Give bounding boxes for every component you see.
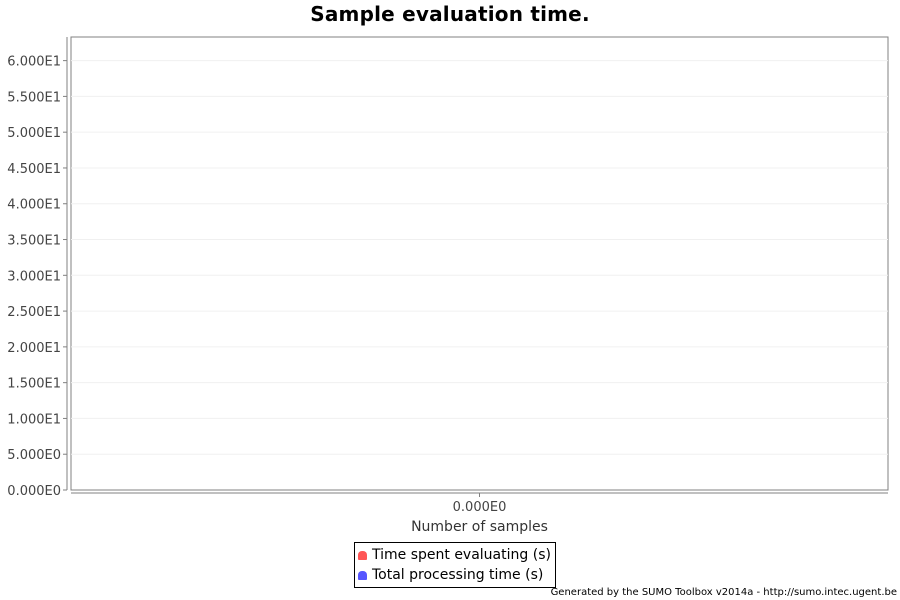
y-tick-label: 2.000E1: [7, 341, 61, 356]
y-tick-label: 1.000E1: [7, 412, 61, 427]
y-tick-label: 3.000E1: [7, 269, 61, 284]
legend-swatch-processing: [358, 570, 367, 580]
legend-item-processing: Total processing time (s): [358, 565, 551, 585]
x-ticks: 0.000E0: [453, 493, 507, 515]
y-tick-label: 5.000E1: [7, 126, 61, 141]
y-tick-label: 4.500E1: [7, 162, 61, 177]
y-ticks: 0.000E0 5.000E0 1.000E1 1.500E1 2.000E1 2.500…: [7, 55, 67, 499]
legend-label-evaluating: Time spent evaluating (s): [372, 547, 551, 563]
y-tick-label: 5.500E1: [7, 90, 61, 105]
y-tick-label: 0.000E0: [7, 484, 61, 499]
y-tick-label: 3.500E1: [7, 234, 61, 249]
legend-label-processing: Total processing time (s): [372, 567, 544, 583]
chart-title: Sample evaluation time.: [310, 2, 590, 26]
x-axis-title: Number of samples: [411, 519, 548, 535]
y-tick-label: 1.500E1: [7, 377, 61, 392]
grid: [71, 60, 888, 455]
plot-area: [70, 36, 889, 491]
legend-swatch-evaluating: [358, 550, 367, 560]
y-tick-label: 6.000E1: [7, 55, 61, 70]
legend: Time spent evaluating (s) Total processi…: [354, 542, 556, 588]
y-tick-label: 4.000E1: [7, 198, 61, 213]
y-tick-label: 2.500E1: [7, 305, 61, 320]
legend-item-evaluating: Time spent evaluating (s): [358, 545, 551, 565]
x-tick-label: 0.000E0: [453, 500, 507, 515]
y-tick-label: 5.000E0: [7, 448, 61, 463]
footer-credit: Generated by the SUMO Toolbox v2014a - h…: [550, 587, 897, 598]
